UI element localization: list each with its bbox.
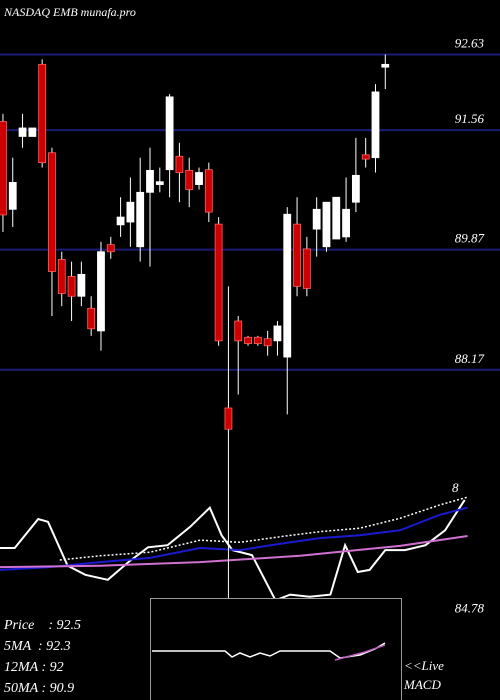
indicator-line: [59, 496, 468, 561]
candle-body: [67, 276, 76, 297]
candle-body: [234, 320, 243, 342]
macd-link[interactable]: <<Live: [404, 658, 444, 673]
info-5ma: 5MA : 92.3: [4, 639, 71, 654]
candle-body: [342, 208, 350, 238]
macd-signal: [334, 644, 386, 661]
macd-box: [150, 598, 402, 700]
candle-body: [302, 248, 311, 289]
candle-body: [38, 63, 47, 164]
y-tick-label: 84.78: [455, 600, 485, 615]
info-50ma: 50MA : 90.9: [4, 681, 74, 696]
indicator-line: [0, 506, 468, 571]
candle-body: [214, 223, 223, 342]
candle-body: [116, 216, 125, 226]
candle-body: [175, 155, 184, 173]
candle-body: [185, 170, 194, 190]
candle-body: [195, 172, 203, 185]
info-price: Price : 92.5: [3, 618, 81, 633]
candle-body: [77, 273, 86, 297]
candle-body: [126, 201, 135, 223]
candle-body: [204, 169, 213, 213]
candle-body: [283, 213, 292, 358]
candle-body: [106, 244, 115, 253]
candle-body: [244, 336, 252, 345]
candle-body: [0, 121, 7, 216]
candle-body: [253, 336, 262, 345]
annotation: 8: [452, 480, 459, 495]
macd-link[interactable]: MACD: [403, 677, 441, 692]
macd-line: [152, 642, 386, 659]
candle-body: [293, 223, 301, 287]
candle-body: [322, 201, 331, 248]
candle-body: [371, 91, 380, 159]
candle-body: [136, 191, 145, 248]
candle-body: [312, 208, 321, 230]
candle-body: [165, 96, 174, 171]
info-12ma: 12MA : 92: [4, 660, 64, 675]
candle-body: [48, 152, 56, 272]
y-tick-label: 92.63: [455, 35, 485, 50]
indicator-line: [0, 535, 468, 569]
candle-body: [97, 251, 105, 332]
candle-body: [263, 338, 272, 347]
chart-title: NASDAQ EMB munafa.pro: [3, 5, 136, 19]
candles: [0, 54, 390, 602]
candle-body: [273, 325, 282, 342]
candle-body: [351, 174, 360, 203]
candle-body: [18, 127, 27, 137]
y-tick-label: 89.87: [455, 231, 485, 246]
candle-body: [8, 182, 17, 210]
candle-body: [146, 170, 154, 193]
candle-body: [224, 407, 233, 430]
candle-body: [28, 127, 37, 137]
y-tick-label: 91.56: [455, 111, 485, 126]
candle-body: [87, 307, 96, 330]
candle-body: [155, 181, 164, 185]
indicator-lines: [0, 496, 468, 602]
y-tick-label: 88.17: [455, 351, 485, 366]
candle-body: [332, 196, 341, 240]
macd-panel: [150, 598, 402, 700]
candle-body: [57, 259, 66, 294]
candle-body: [381, 63, 390, 68]
candle-body: [361, 154, 370, 160]
grid: [0, 53, 500, 371]
